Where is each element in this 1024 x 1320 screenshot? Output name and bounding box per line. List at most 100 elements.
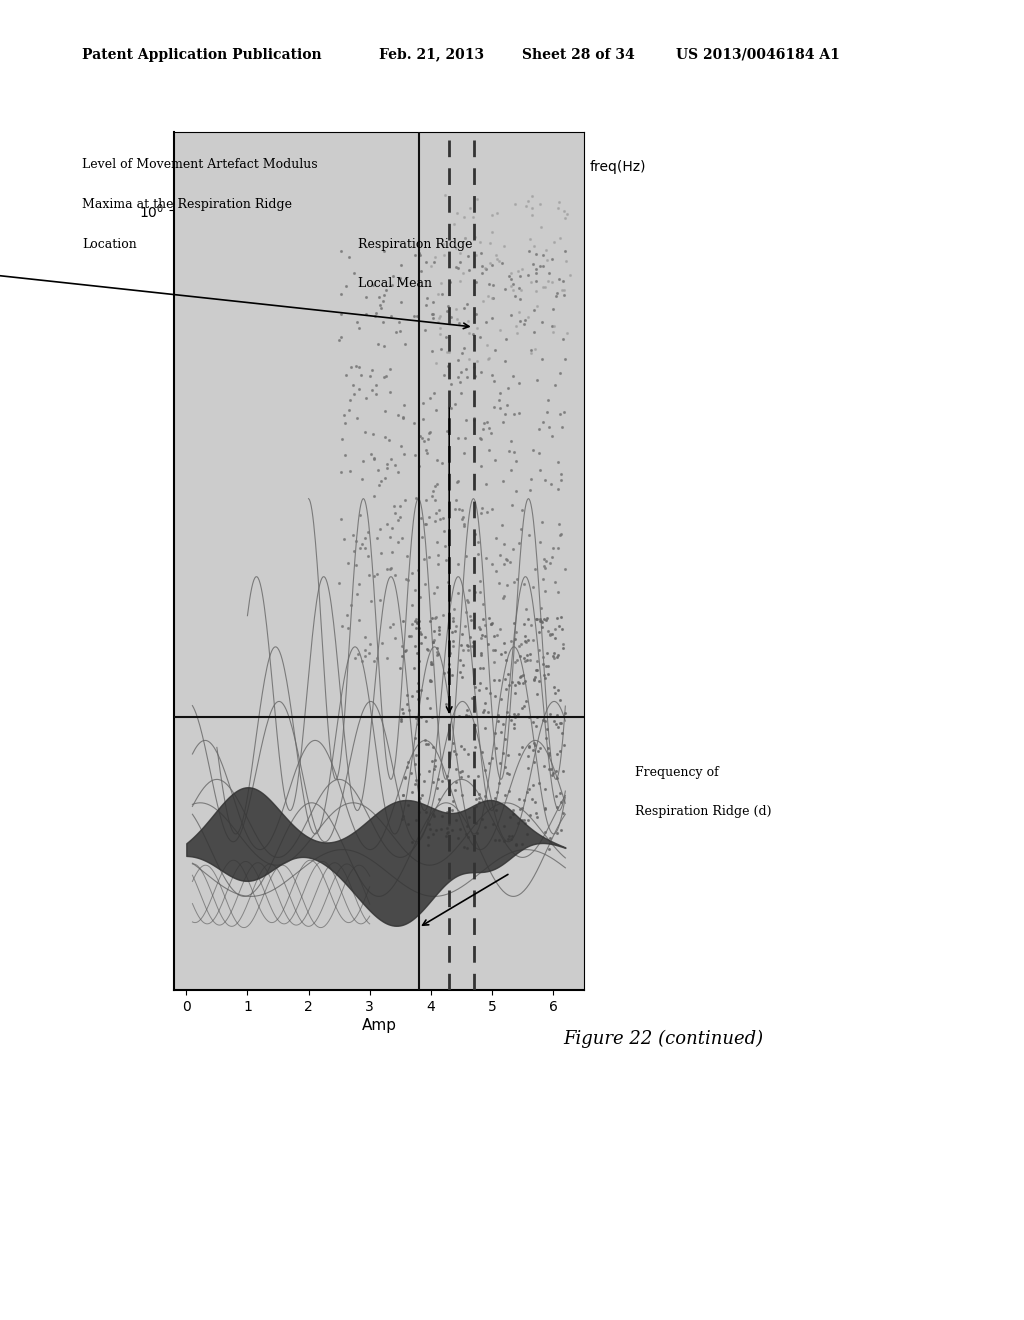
Point bbox=[392, 436, 409, 457]
Point bbox=[366, 486, 382, 507]
Point bbox=[467, 737, 483, 758]
Text: Sheet 28 of 34: Sheet 28 of 34 bbox=[522, 48, 635, 62]
Point bbox=[508, 315, 524, 337]
Point bbox=[501, 780, 517, 801]
Point bbox=[430, 553, 446, 574]
Point bbox=[438, 549, 455, 570]
Point bbox=[530, 442, 547, 463]
Point bbox=[418, 440, 434, 461]
Point bbox=[453, 251, 469, 272]
Point bbox=[538, 277, 554, 298]
Point bbox=[542, 553, 558, 574]
Point bbox=[520, 524, 537, 545]
Point bbox=[541, 838, 557, 859]
Point bbox=[550, 451, 566, 473]
Point bbox=[418, 251, 434, 272]
Point bbox=[484, 640, 501, 661]
Point bbox=[420, 834, 436, 855]
Point bbox=[553, 470, 569, 491]
Point bbox=[550, 198, 566, 219]
Point bbox=[524, 775, 541, 796]
Point bbox=[502, 552, 518, 573]
Point bbox=[391, 321, 408, 342]
Point bbox=[417, 513, 433, 535]
Point bbox=[554, 279, 570, 300]
Point bbox=[525, 711, 542, 733]
Point bbox=[392, 657, 409, 678]
Point bbox=[334, 615, 350, 636]
Point bbox=[360, 565, 377, 586]
Point bbox=[349, 407, 366, 428]
Point bbox=[351, 610, 368, 631]
Point bbox=[496, 586, 512, 607]
Point bbox=[550, 537, 566, 558]
Point bbox=[460, 826, 476, 847]
Point bbox=[414, 428, 430, 449]
Point bbox=[440, 327, 457, 348]
Point bbox=[422, 697, 438, 718]
Point bbox=[433, 282, 450, 304]
Point bbox=[499, 574, 515, 595]
Point bbox=[450, 471, 466, 492]
Point bbox=[476, 626, 493, 647]
Point bbox=[547, 628, 563, 649]
Point bbox=[409, 643, 425, 664]
Point bbox=[499, 550, 515, 572]
Point bbox=[431, 616, 447, 638]
Point bbox=[400, 795, 417, 816]
Point bbox=[544, 315, 560, 337]
Point bbox=[528, 807, 545, 828]
Point bbox=[454, 785, 470, 807]
Point bbox=[411, 242, 427, 263]
Point bbox=[542, 828, 558, 849]
Point bbox=[465, 356, 481, 378]
Point bbox=[492, 618, 508, 639]
Point bbox=[345, 524, 361, 545]
Point bbox=[508, 622, 524, 643]
Point bbox=[496, 533, 512, 554]
Point bbox=[498, 329, 514, 350]
Point bbox=[527, 715, 544, 737]
Point bbox=[379, 558, 395, 579]
Point bbox=[514, 499, 530, 520]
Point bbox=[489, 203, 506, 224]
Point bbox=[351, 317, 368, 338]
Text: Local Mean: Local Mean bbox=[358, 277, 432, 290]
Point bbox=[366, 651, 382, 672]
Point bbox=[351, 537, 368, 558]
Point bbox=[536, 556, 552, 577]
Point bbox=[395, 784, 412, 805]
Point bbox=[555, 271, 571, 292]
Point bbox=[528, 609, 545, 630]
Point bbox=[442, 397, 459, 418]
Point bbox=[426, 630, 442, 651]
Point bbox=[492, 319, 508, 341]
Point bbox=[439, 300, 456, 321]
Point bbox=[361, 366, 378, 387]
Point bbox=[508, 834, 524, 855]
Point bbox=[542, 704, 558, 725]
Point bbox=[507, 285, 523, 306]
Point bbox=[523, 197, 540, 218]
Point bbox=[504, 672, 520, 693]
Point bbox=[423, 255, 439, 276]
Point bbox=[526, 667, 543, 688]
Point bbox=[521, 706, 538, 727]
Point bbox=[496, 830, 512, 851]
Point bbox=[511, 788, 527, 809]
Point bbox=[412, 618, 428, 639]
Point bbox=[393, 708, 410, 729]
Point bbox=[379, 513, 395, 535]
Point bbox=[420, 639, 436, 660]
Point bbox=[488, 800, 505, 821]
Point bbox=[480, 607, 497, 628]
Point bbox=[441, 643, 458, 664]
Point bbox=[526, 751, 543, 772]
Point bbox=[518, 631, 535, 652]
Point bbox=[520, 809, 537, 830]
Point bbox=[464, 635, 480, 656]
Point bbox=[470, 531, 486, 552]
Point bbox=[486, 397, 503, 418]
Point bbox=[473, 263, 489, 284]
Point bbox=[550, 478, 566, 499]
